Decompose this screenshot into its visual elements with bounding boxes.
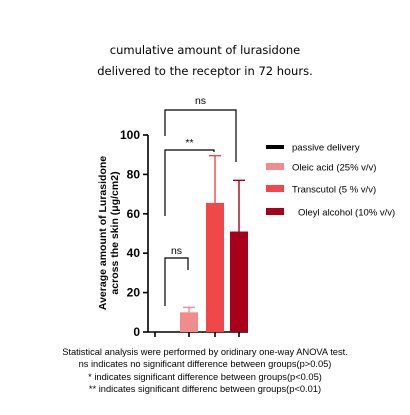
legend: passive delivery Oleic acid (25% v/v) Tran… bbox=[266, 143, 395, 219]
bar bbox=[206, 202, 224, 332]
footnote-line-4: ** indicates significant differenc betwe… bbox=[88, 384, 322, 395]
y-tick-label: 80 bbox=[127, 167, 141, 181]
legend-label: passive delivery bbox=[292, 143, 360, 154]
legend-label: Oleic acid (25% v/v) bbox=[292, 163, 376, 174]
footnote-line-2: ns indicates no significant difference b… bbox=[78, 359, 332, 370]
y-tick-label: 20 bbox=[127, 286, 141, 300]
y-tick-label: 100 bbox=[120, 128, 140, 142]
y-axis-label: Average amount of Lurasidoneacross the s… bbox=[97, 156, 121, 310]
significance-bracket bbox=[164, 109, 237, 162]
footnote-line-1: Statistical analysis were performed by o… bbox=[62, 347, 348, 357]
significance-bracket bbox=[164, 149, 215, 216]
significance-label: ** bbox=[185, 137, 193, 149]
y-tick-label: 40 bbox=[127, 246, 141, 260]
legend-label: Transcutol (5 % v/v) bbox=[292, 185, 376, 196]
y-axis-label-line: across the skin (μg/cm2) bbox=[109, 171, 121, 294]
legend-swatch bbox=[266, 163, 284, 170]
significance-bracket bbox=[164, 257, 189, 306]
y-tick-label: 0 bbox=[133, 325, 140, 339]
bar-chart: 0 20 40 60 80 100 Average amount of Lurasidone… bbox=[97, 95, 395, 339]
chart-title: cumulative amount of lurasidone delivere… bbox=[0, 40, 410, 82]
bar bbox=[230, 231, 248, 332]
axes: 0 20 40 60 80 100 Average amount of Lurasidone… bbox=[97, 128, 248, 339]
significance-brackets: ns ** ns bbox=[164, 95, 237, 306]
significance-label: ns bbox=[195, 95, 206, 107]
legend-swatch bbox=[266, 208, 284, 215]
bars bbox=[180, 154, 248, 332]
legend-label: Oleyl alcohol (10% v/v) bbox=[298, 208, 395, 219]
y-axis-label-line: Average amount of Lurasidone bbox=[97, 156, 109, 310]
legend-swatch bbox=[266, 145, 284, 149]
footnote-line-3: * indicates significant difference betwe… bbox=[88, 371, 322, 382]
statistics-footnote: Statistical analysis were performed by o… bbox=[0, 346, 410, 396]
bar bbox=[180, 312, 198, 332]
chart-title-line-1: cumulative amount of lurasidone bbox=[109, 43, 301, 57]
chart-title-line-2: delivered to the receptor in 72 hours. bbox=[97, 64, 313, 78]
legend-swatch bbox=[266, 185, 284, 192]
significance-label: ns bbox=[171, 245, 182, 257]
y-tick-label: 60 bbox=[127, 207, 141, 221]
